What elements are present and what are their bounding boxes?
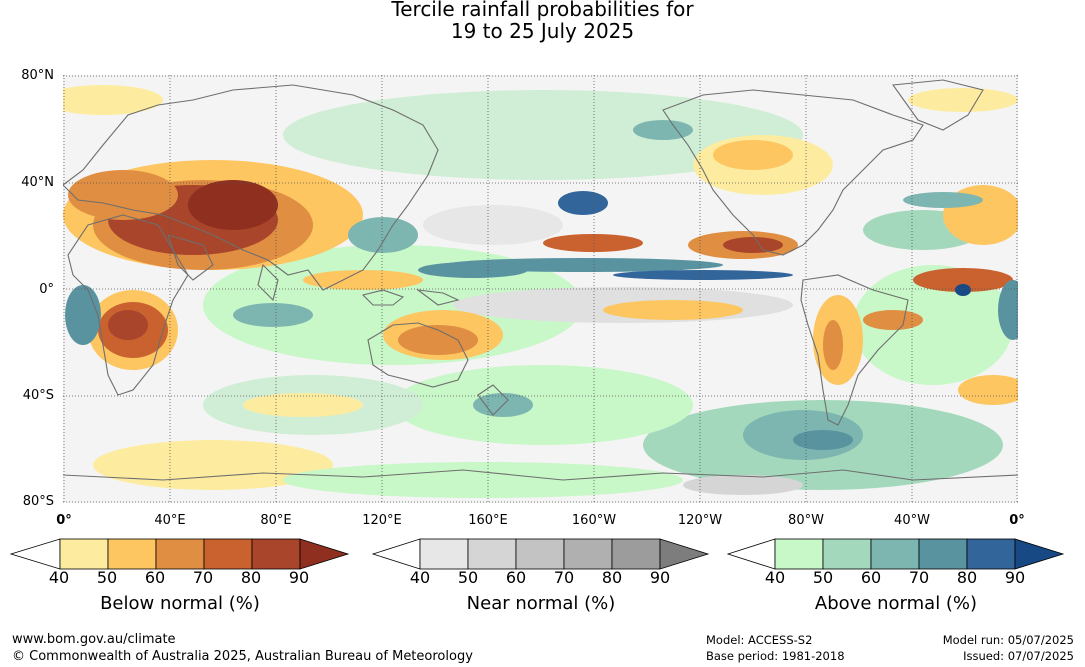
colorbar-tick: 50 [96,568,118,587]
below-colorbar-segment [155,538,205,570]
above-colorbar-segment [870,538,920,570]
lon-label-80w: 80°W [788,513,824,528]
colorbar-tick: 90 [1004,568,1026,587]
near-normal-colorbar [372,538,710,570]
below-colorbar-segment [107,538,157,570]
above-normal-label: Above normal (%) [814,593,978,614]
colorbar-tick: 50 [457,568,479,587]
colorbar-tick: 40 [48,568,70,587]
near-colorbar-arrow-low [372,538,421,570]
lat-label-80n: 80°N [21,68,54,83]
colorbar-tick: 90 [288,568,310,587]
below-normal-label: Below normal (%) [100,593,260,614]
lon-label-0: 0° [56,513,72,528]
near-colorbar-segment [563,538,613,570]
graticule [63,75,1018,503]
colorbar-tick: 50 [812,568,834,587]
colorbar-tick: 60 [144,568,166,587]
colorbar-tick: 80 [956,568,978,587]
colorbar-tick: 90 [649,568,671,587]
above-colorbar-segment [918,538,968,570]
colorbar-tick: 80 [601,568,623,587]
lon-label-160e: 160°E [468,513,508,528]
near-colorbar-segment [419,538,469,570]
above-colorbar-arrow-high [1014,538,1065,570]
above-colorbar-arrow-low [727,538,776,570]
colorbar-tick: 70 [192,568,214,587]
lat-label-40n: 40°N [21,175,54,190]
source-url: www.bom.gov.au/climate [12,632,176,647]
lon-label-120w: 120°W [677,513,723,528]
colorbar-tick: 70 [908,568,930,587]
base-period: Base period: 1981-2018 [706,649,845,663]
below-colorbar-segment [251,538,301,570]
lat-label-0: 0° [39,282,54,297]
above-colorbar-segment [966,538,1016,570]
colorbar-tick: 80 [240,568,262,587]
lon-label-0-east: 0° [1009,513,1025,528]
colorbar-tick: 70 [553,568,575,587]
colorbar-tick: 60 [505,568,527,587]
colorbar-tick: 40 [409,568,431,587]
below-colorbar-arrow-high [299,538,350,570]
below-normal-colorbar [10,538,350,570]
lat-label-80s: 80°S [22,494,54,509]
colorbar-tick: 60 [860,568,882,587]
lon-label-40e: 40°E [154,513,186,528]
model-run-date: Model run: 05/07/2025 [942,633,1074,647]
above-normal-colorbar [727,538,1065,570]
below-colorbar-segment [203,538,253,570]
near-colorbar-arrow-high [659,538,710,570]
coastlines [63,79,1018,481]
near-colorbar-segment [611,538,661,570]
near-normal-label: Near normal (%) [466,593,616,614]
map-title-line-1: Tercile rainfall probabilities for [391,0,694,21]
above-colorbar-segment [774,538,824,570]
map-title-line-2: 19 to 25 July 2025 [450,19,635,43]
near-colorbar-segment [467,538,517,570]
lon-label-40w: 40°W [894,513,930,528]
near-colorbar-segment [515,538,565,570]
colorbar-tick: 40 [764,568,786,587]
rainfall-probability-map [63,75,1018,503]
copyright: © Commonwealth of Australia 2025, Austra… [12,649,473,664]
model-name: Model: ACCESS-S2 [706,633,813,647]
below-colorbar-arrow-low [10,538,61,570]
lon-label-80e: 80°E [260,513,292,528]
lon-label-120e: 120°E [362,513,402,528]
above-colorbar-segment [822,538,872,570]
issued-date: Issued: 07/07/2025 [963,649,1074,663]
lon-label-160w: 160°W [571,513,617,528]
below-colorbar-segment [59,538,109,570]
lat-label-40s: 40°S [22,388,54,403]
